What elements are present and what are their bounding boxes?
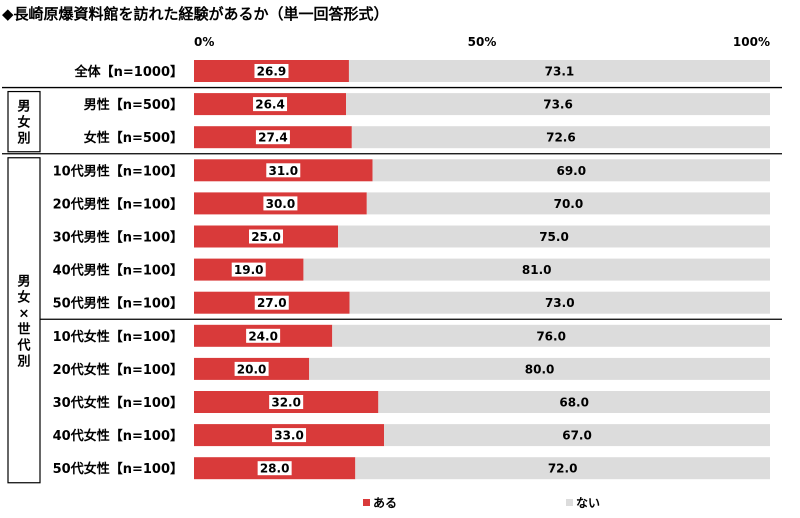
value-label: 73.1 [545, 65, 575, 79]
value-label-bg [257, 461, 292, 476]
value-label: 20.0 [237, 362, 267, 376]
category-label: 40代女性【n=100】 [53, 428, 183, 444]
value-label: 19.0 [234, 263, 264, 277]
group-label: 男女×世代別 [16, 274, 30, 369]
category-label: 10代女性【n=100】 [53, 329, 183, 345]
bar-nai [348, 60, 770, 82]
legend-label: ある [373, 496, 397, 510]
category-label: 全体【n=1000】 [74, 64, 183, 80]
value-label: 33.0 [274, 429, 304, 443]
chart-title: ◆長崎原爆資料館を訪れた経験があるか（単一回答形式） [2, 5, 389, 23]
value-label-bg [253, 97, 288, 112]
value-label: 70.0 [554, 197, 584, 211]
bar-nai [378, 391, 770, 413]
bar-nai [309, 357, 770, 380]
bars [194, 60, 770, 480]
category-label: 50代女性【n=100】 [53, 461, 183, 477]
value-label: 26.4 [255, 98, 285, 112]
value-label-bg [272, 428, 307, 443]
value-label: 68.0 [559, 396, 589, 410]
x-axis-ticks: 0% 50% 100% [194, 35, 770, 49]
legend-label: ない [576, 496, 600, 510]
value-label: 73.0 [545, 296, 575, 310]
value-label-bg [269, 395, 304, 409]
category-label: 40代男性【n=100】 [53, 263, 183, 279]
value-label: 30.0 [266, 197, 296, 211]
value-label-bg [246, 328, 281, 343]
category-label: 10代男性【n=100】 [53, 163, 183, 179]
legend-swatch [363, 499, 370, 506]
value-label-bg [249, 229, 283, 244]
category-label: 男性【n=500】 [84, 97, 183, 113]
bar-nai [351, 126, 770, 149]
bar-nai [366, 192, 770, 215]
value-label: 24.0 [248, 329, 278, 343]
value-label: 75.0 [539, 230, 569, 244]
category-label: 50代男性【n=100】 [53, 296, 183, 312]
value-label: 28.0 [260, 462, 290, 476]
category-label: 20代女性【n=100】 [53, 362, 183, 378]
legend: ある ない [363, 496, 600, 510]
value-label-bg [254, 295, 289, 310]
bar-nai [338, 225, 770, 248]
value-label: 27.4 [258, 131, 288, 145]
value-label: 73.6 [543, 98, 573, 112]
value-label-bg [263, 196, 298, 211]
category-label: 30代女性【n=100】 [53, 395, 183, 411]
value-label: 31.0 [268, 164, 298, 178]
x-tick-label: 100% [733, 35, 770, 49]
x-tick-label: 50% [468, 35, 497, 49]
value-label: 76.0 [536, 329, 566, 343]
value-label: 26.9 [257, 65, 287, 79]
value-label: 81.0 [522, 263, 552, 277]
value-label: 69.0 [556, 164, 586, 178]
value-label-bg [266, 163, 301, 178]
category-labels: 全体【n=1000】男性【n=500】女性【n=500】 10代男性【n=100】… [53, 64, 183, 477]
value-label: 72.0 [548, 462, 578, 476]
x-tick-label: 0% [194, 35, 214, 49]
bar-nai [384, 424, 770, 447]
row-separators [2, 86, 782, 320]
bar-nai [303, 258, 770, 281]
value-labels: 26.9 73.1 26.4 73.6 27.4 72.6 31.0 69.0 30.0 70.0… [231, 64, 592, 476]
bar-nai [355, 457, 770, 480]
category-label: 女性【n=500】 [84, 130, 183, 146]
bar-nai [372, 159, 770, 182]
group-label: 男女別 [16, 100, 30, 147]
value-label-bg [231, 262, 266, 277]
value-label: 80.0 [525, 362, 555, 376]
value-label: 27.0 [257, 296, 287, 310]
group-box [7, 157, 41, 484]
bar-nai [346, 93, 770, 116]
bar-nai [332, 324, 770, 347]
category-label: 20代男性【n=100】 [53, 196, 183, 212]
group-box [7, 90, 41, 153]
value-label: 72.6 [546, 131, 576, 145]
value-label: 25.0 [251, 230, 281, 244]
legend-swatch [566, 499, 573, 506]
bar-nai [349, 291, 770, 314]
value-label-bg [234, 361, 269, 376]
category-label: 30代男性【n=100】 [53, 230, 183, 246]
value-label-bg [254, 64, 289, 78]
value-label: 67.0 [562, 429, 592, 443]
value-label-bg [255, 130, 290, 145]
value-label: 32.0 [271, 396, 301, 410]
